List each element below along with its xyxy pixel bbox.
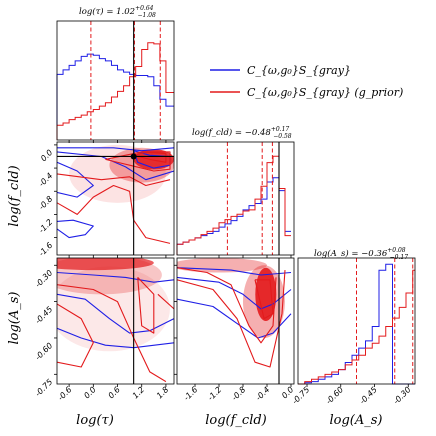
fcld_vs_tau-y-ticklabel-1: -1.2 [37, 217, 54, 234]
ylabel-as: log(A_s) [7, 291, 22, 344]
legend: C_{ω,g₀}S_{gray} C_{ω,g₀}S_{gray} (g_pri… [210, 64, 403, 99]
plot-area-As_vs_tau [57, 258, 174, 384]
contour-As_vs_tau-blue-2 [57, 327, 174, 349]
xlabel-tau: log(τ) [76, 413, 114, 428]
title-as-minus: −0.17 [390, 254, 409, 261]
title-fcld-plus: +0.17 [271, 126, 290, 133]
title-tau-minus: −1.08 [137, 12, 156, 19]
contour-As_vs_fcld-red-0 [177, 270, 286, 368]
As_vs_fcld-x-ticklabel-3: -0.4 [254, 385, 271, 402]
title-as-plus: +0.08 [387, 247, 406, 254]
contour-fcld_vs_tau-blue-2 [57, 161, 94, 198]
density-fill-As_vs_fcld-1 [243, 265, 285, 338]
axis-labels: log(τ) log(f_cld) log(A_s) log(f_cld) lo… [7, 165, 383, 428]
As_vs_fcld-x-ticklabel-2: -0.8 [230, 385, 247, 402]
contour-As_vs_tau-red-1 [57, 303, 94, 368]
panel-fcld_vs_tau: -1.6 -1.2 -0.8 -0.4 0.0 [37, 141, 175, 258]
contour-As_vs_fcld-blue-1 [177, 276, 292, 310]
As_vs_tau-x-ticklabel-1: 0.0 [82, 385, 97, 400]
As_vs_tau-x-ticklabel-0: -0.6 [56, 385, 73, 402]
contour-As_vs_tau-red-0 [57, 284, 167, 383]
contour-fcld_vs_tau-blue-3 [57, 219, 94, 239]
contour-As_vs_fcld-red-2 [254, 279, 274, 320]
fcld_vs_tau-y-ticklabel-3: -0.4 [37, 171, 54, 188]
hist-frame-fcld [176, 141, 295, 256]
title-fcld-text: log(f_cld) = −0.48 [192, 127, 271, 138]
density-fill-As_vs_tau-2 [57, 266, 170, 352]
contour-fcld_vs_tau-blue-0 [57, 147, 174, 152]
panel-As_vs_tau: -0.6 0.0 0.6 1.2 1.8 -0.75 -0.60 -0.45 -0.30 [33, 257, 175, 402]
hist-As-x-ticklabel-2: -0.45 [358, 385, 379, 406]
hist-tau-red [56, 42, 174, 140]
hist-tau-blue [56, 53, 174, 140]
truth-point-fcld_vs_tau [130, 153, 137, 160]
contour-fcld_vs_tau-red-2 [105, 151, 171, 172]
fcld_vs_tau-y-ticklabel-0: -1.6 [37, 241, 54, 258]
title-as-text: log(A_s) = −0.36 [314, 248, 388, 259]
contour-As_vs_tau-blue-0 [57, 271, 174, 283]
density-fill-As_vs_fcld-2 [177, 258, 267, 273]
fcld_vs_tau-y-ticklabel-4: 0.0 [39, 148, 54, 163]
hist-As-x-ticklabel-3: -0.30 [392, 385, 413, 406]
hist-panel-As: -0.75 -0.60 -0.45 -0.30 [290, 257, 416, 406]
hist-panel-tau [56, 20, 175, 143]
density-fill-As_vs_tau-0 [57, 258, 154, 271]
contour-As_vs_fcld-blue-2 [177, 298, 292, 339]
As_vs_tau-x-ticklabel-2: 0.6 [107, 385, 122, 400]
hist-As-red [298, 269, 415, 385]
contour-fcld_vs_tau-red-0 [57, 184, 171, 244]
xlabel-fcld: log(f_cld) [205, 413, 267, 428]
contour-As_vs_tau-red-3 [157, 293, 174, 310]
contour-fcld_vs_tau-blue-1 [57, 151, 174, 181]
plot-area-fcld_vs_tau [57, 142, 174, 255]
As_vs_tau-y-ticklabel-1: -0.60 [33, 341, 54, 362]
As_vs_tau-y-ticklabel-3: -0.30 [33, 268, 54, 289]
fcld_vs_tau-y-ticklabel-2: -0.8 [37, 194, 54, 211]
title-as: log(A_s) = −0.36+0.08 −0.17 [314, 247, 408, 261]
contour-As_vs_fcld-red-1 [177, 267, 277, 344]
hist-fcld-red [176, 155, 291, 255]
hist-As-blue [298, 263, 415, 385]
titles: log(τ) = 1.02+0.64 −1.08 log(f_cld) = −0.… [79, 5, 408, 261]
xlabel-as: log(A_s) [329, 413, 382, 428]
title-fcld-minus: −0.58 [273, 133, 292, 140]
legend-label-red: C_{ω,g₀}S_{gray} (g_prior) [247, 86, 403, 99]
As_vs_tau-y-ticklabel-0: -0.75 [33, 377, 54, 398]
title-tau: log(τ) = 1.02+0.64 −1.08 [79, 5, 156, 19]
hist-frame-tau [56, 20, 175, 141]
legend-label-blue: C_{ω,g₀}S_{gray} [247, 64, 351, 77]
As_vs_tau-y-ticklabel-2: -0.45 [33, 305, 54, 326]
As_vs_tau-x-ticklabel-4: 1.8 [155, 385, 170, 400]
density-fill-fcld_vs_tau-2 [69, 144, 166, 203]
As_vs_tau-x-ticklabel-3: 1.2 [131, 385, 146, 400]
contour-fcld_vs_tau-red-1 [57, 173, 171, 187]
density-fill-As_vs_fcld-0 [255, 267, 277, 321]
plot-area-As_vs_fcld [177, 258, 292, 384]
frame-As_vs_fcld [176, 257, 295, 385]
corner-panels: -0.75 -0.60 -0.45 -0.30-1.6-1.2-0.8-0.40.0-… [33, 20, 416, 406]
contour-As_vs_fcld-blue-0 [177, 267, 292, 276]
contour-fcld_vs_tau-red-3 [133, 151, 167, 163]
title-tau-plus: +0.64 [135, 5, 154, 12]
hist-As-x-ticklabel-1: -0.60 [324, 385, 345, 406]
As_vs_fcld-x-ticklabel-1: -1.2 [206, 385, 223, 402]
title-tau-text: log(τ) = 1.02 [79, 6, 135, 17]
contour-As_vs_tau-red-2 [137, 277, 155, 334]
hist-frame-As [297, 257, 416, 385]
hist-As-x-ticklabel-0: -0.75 [290, 385, 311, 406]
hist-panel-fcld [176, 141, 295, 258]
As_vs_fcld-x-ticklabel-0: -1.6 [182, 385, 199, 402]
frame-fcld_vs_tau [56, 141, 175, 256]
panel-As_vs_fcld: -1.6 -1.2 -0.8 -0.4 0.0 [174, 257, 295, 402]
title-fcld: log(f_cld) = −0.48+0.17 −0.58 [192, 126, 292, 140]
ylabel-fcld: log(f_cld) [7, 165, 22, 227]
frame-As_vs_tau [56, 257, 175, 385]
